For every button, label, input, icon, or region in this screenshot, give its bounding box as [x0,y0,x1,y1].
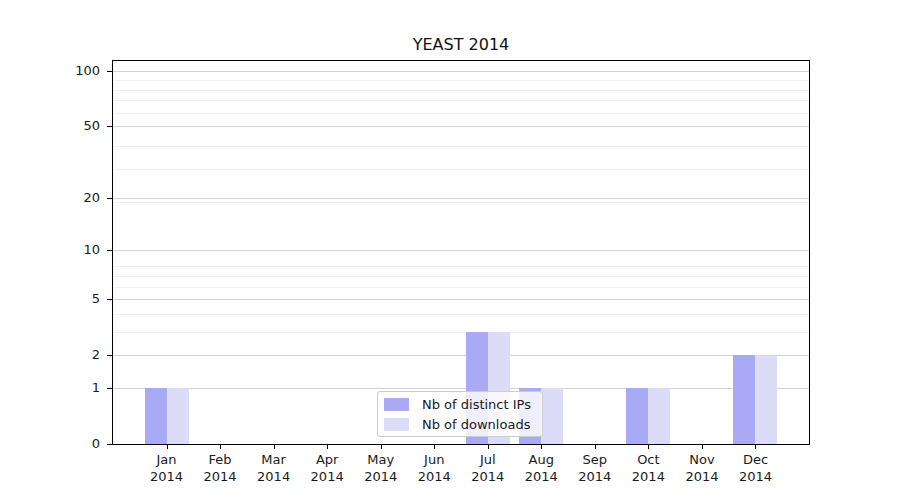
legend-swatch-distinct-ips-icon [384,398,409,411]
y-tick-mark [107,71,112,72]
gridline-major [113,71,809,72]
gridline-minor [113,90,809,91]
legend-swatch-downloads-icon [384,418,409,431]
legend: Nb of distinct IPs Nb of downloads [377,391,543,437]
x-tick-mark [648,445,649,449]
y-tick-mark [107,388,112,389]
bar-downloads [541,388,563,444]
chart-figure: YEAST 2014 0125102050100 Jan 2014Feb 201… [0,0,900,500]
gridline-major [113,126,809,127]
y-tick-label: 5 [30,291,100,307]
x-tick-mark [220,445,221,449]
gridline-minor [113,202,809,203]
bar-distinct-ips [733,355,755,444]
gridline-major [113,388,809,389]
x-tick-mark [702,445,703,449]
bar-downloads [167,388,189,444]
y-tick-mark [107,250,112,251]
y-tick-mark [107,198,112,199]
gridline-major [113,250,809,251]
y-tick-label: 100 [30,63,100,79]
x-tick-mark [381,445,382,449]
x-tick-mark [488,445,489,449]
y-tick-label: 10 [30,242,100,258]
bar-downloads [648,388,670,444]
plot-area [112,60,810,445]
y-tick-mark [107,126,112,127]
y-tick-label: 2 [30,347,100,363]
legend-item-distinct-ips: Nb of distinct IPs [384,397,542,412]
y-tick-label: 50 [30,118,100,134]
gridline-major [113,198,809,199]
y-tick-label: 0 [30,436,100,452]
y-tick-label: 20 [30,190,100,206]
gridline-minor [113,146,809,147]
gridline-minor [113,266,809,267]
x-tick-mark [595,445,596,449]
gridline-major [113,299,809,300]
y-tick-mark [107,299,112,300]
bar-distinct-ips [145,388,167,444]
legend-label-distinct-ips: Nb of distinct IPs [422,397,531,412]
bar-downloads [755,355,777,444]
gridline-minor [113,113,809,114]
x-tick-label: Dec 2014 [715,451,795,485]
x-tick-mark [167,445,168,449]
x-tick-mark [274,445,275,449]
gridline-minor [113,332,809,333]
y-tick-label: 1 [30,380,100,396]
x-tick-mark [434,445,435,449]
legend-label-downloads: Nb of downloads [422,417,530,432]
gridline-minor [113,80,809,81]
gridline-minor [113,314,809,315]
chart-title: YEAST 2014 [112,35,810,54]
gridline-minor [113,100,809,101]
y-tick-mark [107,355,112,356]
gridline-minor [113,276,809,277]
legend-item-downloads: Nb of downloads [384,417,542,432]
bar-distinct-ips [626,388,648,444]
x-tick-mark [327,445,328,449]
y-tick-mark [107,444,112,445]
x-tick-mark [755,445,756,449]
gridline-minor [113,287,809,288]
gridline-major [113,355,809,356]
x-tick-mark [541,445,542,449]
gridline-minor [113,169,809,170]
